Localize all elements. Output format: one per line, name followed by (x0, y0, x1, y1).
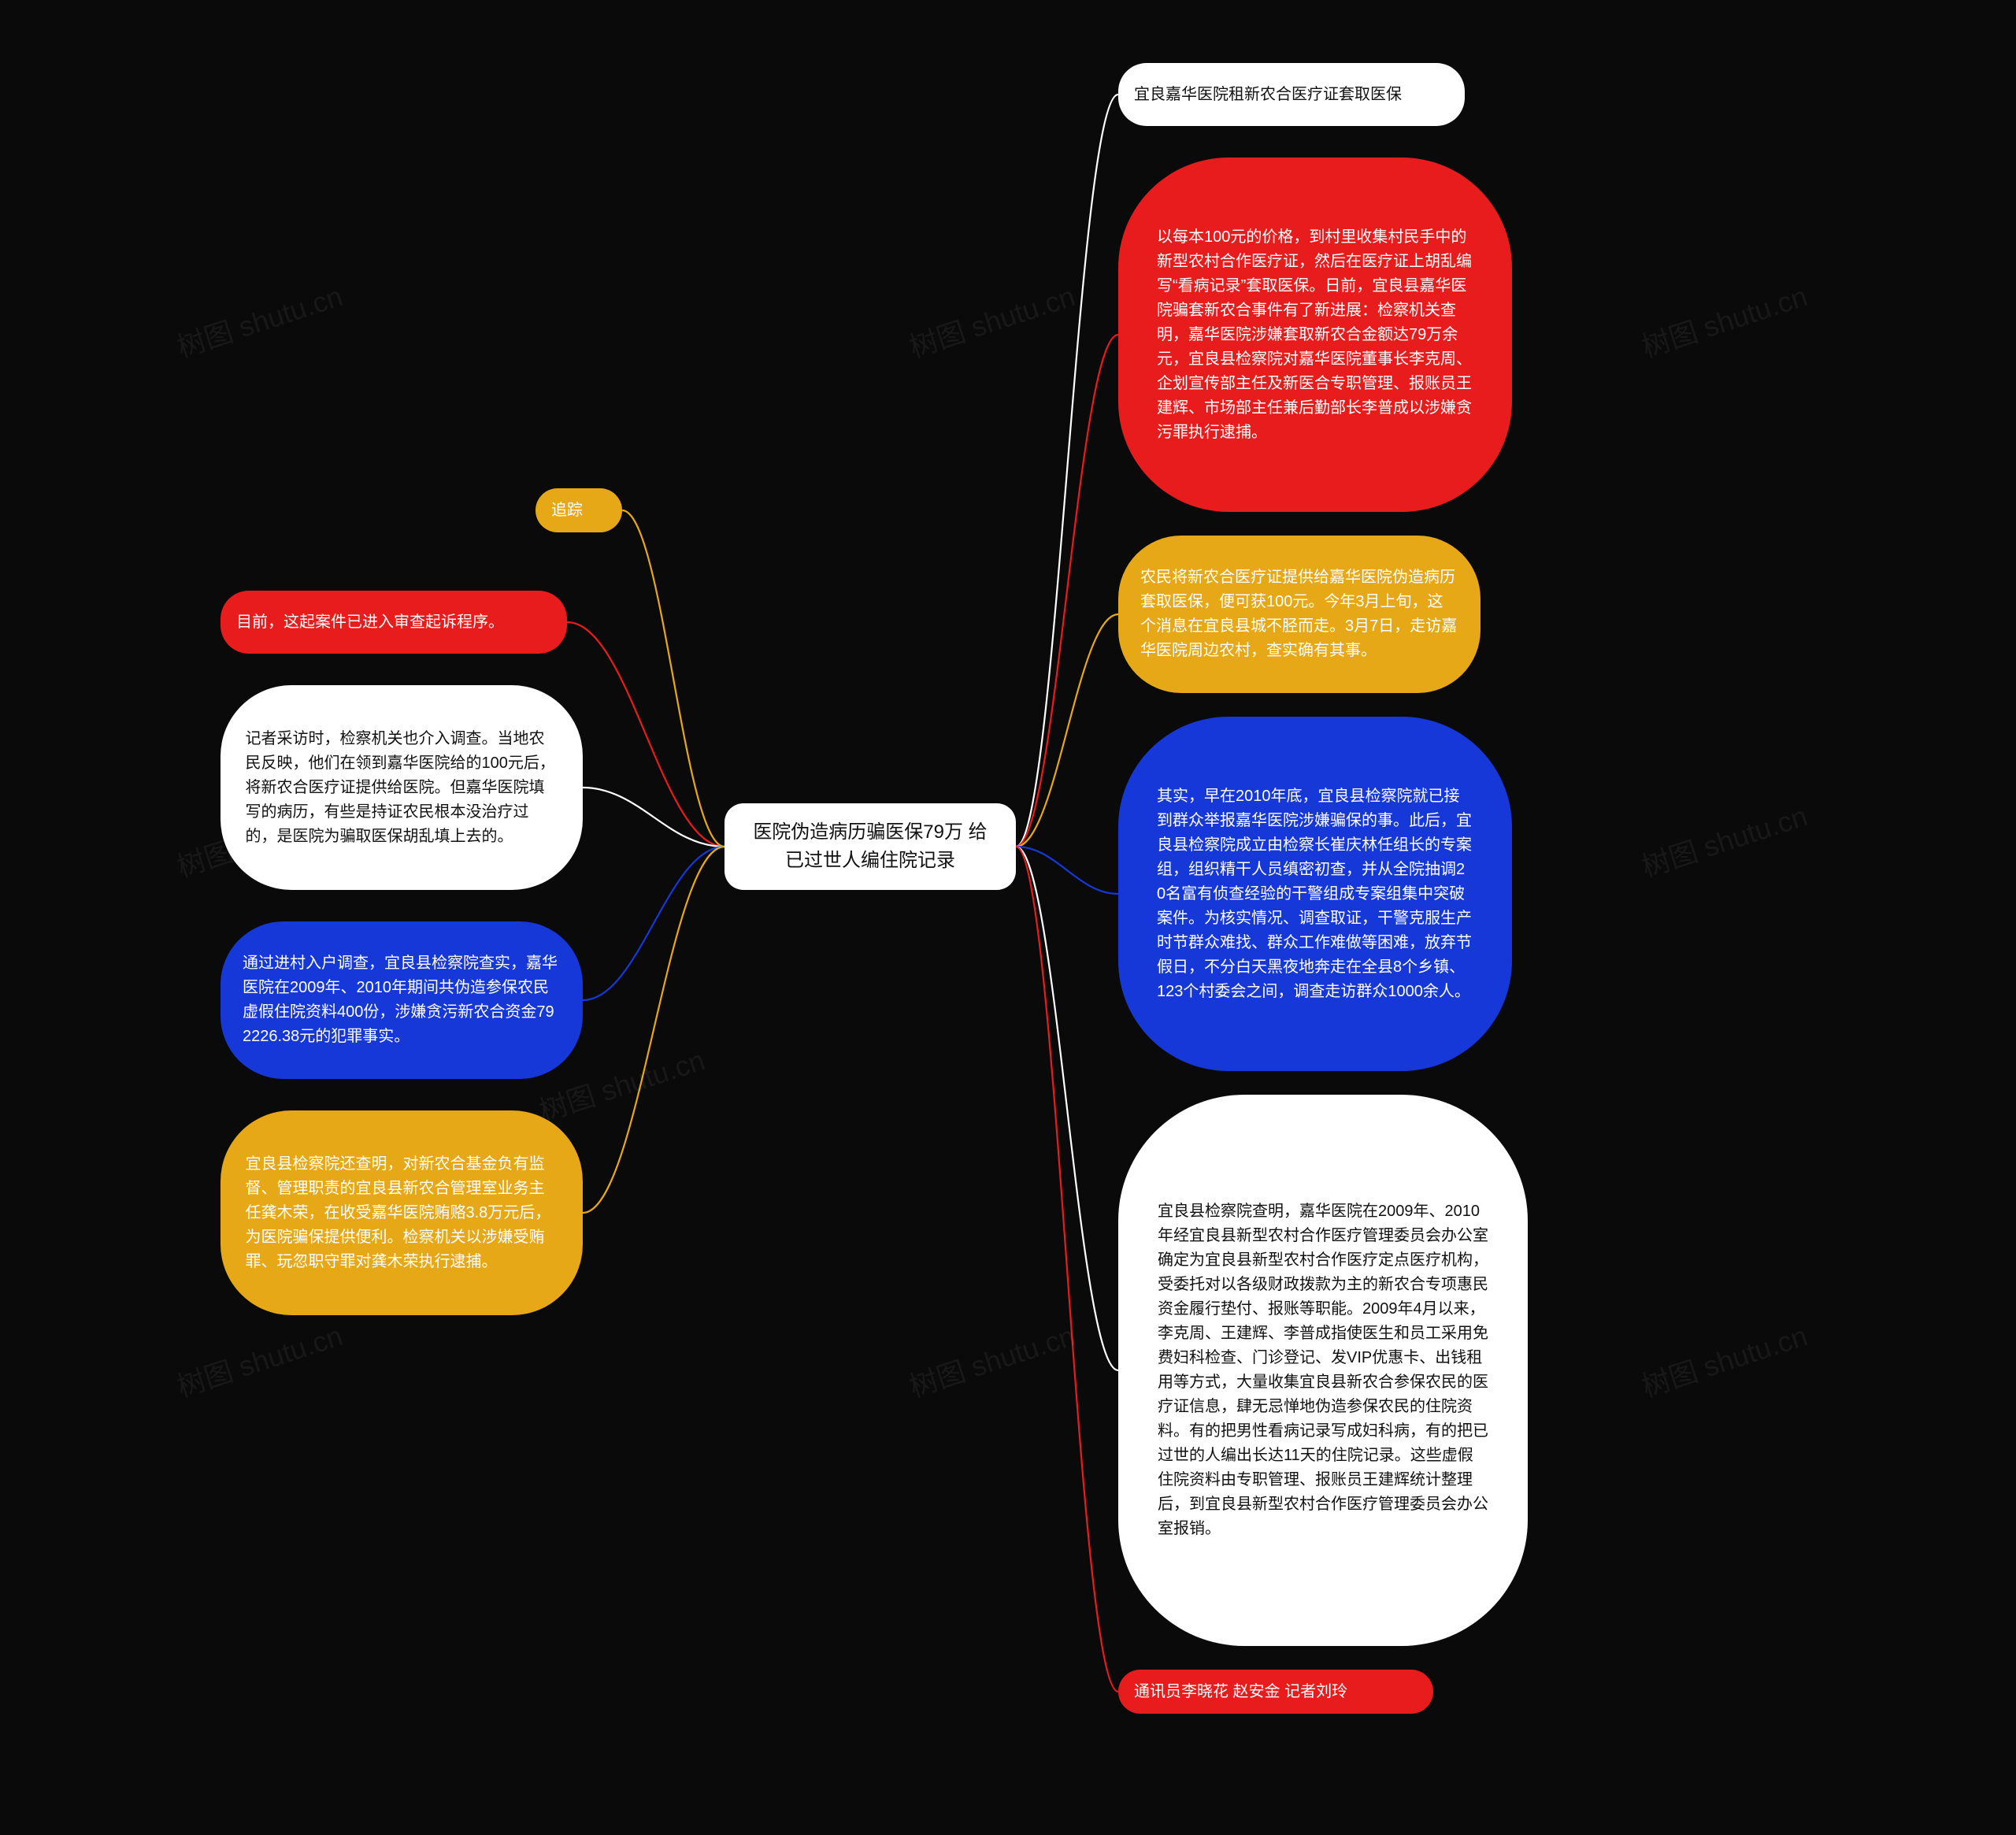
mindmap-link (567, 622, 724, 847)
mindmap-node-text: 其实，早在2010年底，宜良县检察院就已接到群众举报嘉华医院涉嫌骗保的事。此后，… (1157, 784, 1473, 1004)
mindmap-node-text: 宜良嘉华医院租新农合医疗证套取医保 (1134, 83, 1402, 107)
mindmap-node[interactable]: 宜良嘉华医院租新农合医疗证套取医保 (1118, 63, 1465, 126)
mindmap-node[interactable]: 宜良县检察院还查明，对新农合基金负有监督、管理职责的宜良县新农合管理室业务主任龚… (220, 1110, 583, 1315)
mindmap-node-text: 以每本100元的价格，到村里收集村民手中的新型农村合作医疗证，然后在医疗证上胡乱… (1157, 225, 1473, 445)
mindmap-node-text: 宜良县检察院还查明，对新农合基金负有监督、管理职责的宜良县新农合管理室业务主任龚… (246, 1152, 558, 1274)
mindmap-link (583, 847, 724, 1213)
mindmap-node-text: 通讯员李晓花 赵安金 记者刘玲 (1134, 1680, 1347, 1704)
mindmap-link (1016, 847, 1118, 1692)
mindmap-link (583, 847, 724, 1000)
mindmap-node[interactable]: 记者采访时，检察机关也介入调查。当地农民反映，他们在领到嘉华医院给的100元后，… (220, 685, 583, 890)
mindmap-node[interactable]: 通讯员李晓花 赵安金 记者刘玲 (1118, 1670, 1433, 1714)
mindmap-node[interactable]: 其实，早在2010年底，宜良县检察院就已接到群众举报嘉华医院涉嫌骗保的事。此后，… (1118, 717, 1512, 1071)
mindmap-node-text: 农民将新农合医疗证提供给嘉华医院伪造病历套取医保，便可获100元。今年3月上旬，… (1140, 565, 1458, 663)
mindmap-link (1016, 847, 1118, 1370)
mindmap-node[interactable]: 农民将新农合医疗证提供给嘉华医院伪造病历套取医保，便可获100元。今年3月上旬，… (1118, 536, 1480, 693)
mindmap-node-text: 宜良县检察院查明，嘉华医院在2009年、2010年经宜良县新型农村合作医疗管理委… (1158, 1199, 1488, 1541)
mindmap-node-text: 通过进村入户调查，宜良县检察院查实，嘉华医院在2009年、2010年期间共伪造参… (243, 951, 561, 1049)
center-node[interactable]: 医院伪造病历骗医保79万 给已过世人编住院记录 (724, 803, 1016, 890)
mindmap-node[interactable]: 目前，这起案件已进入审查起诉程序。 (220, 591, 567, 654)
mindmap-node-text: 记者采访时，检察机关也介入调查。当地农民反映，他们在领到嘉华医院给的100元后，… (246, 727, 558, 849)
mindmap-node[interactable]: 通过进村入户调查，宜良县检察院查实，嘉华医院在2009年、2010年期间共伪造参… (220, 921, 583, 1079)
mindmap-node[interactable]: 以每本100元的价格，到村里收集村民手中的新型农村合作医疗证，然后在医疗证上胡乱… (1118, 158, 1512, 512)
mindmap-node-text: 目前，这起案件已进入审查起诉程序。 (236, 610, 504, 635)
mindmap-node[interactable]: 宜良县检察院查明，嘉华医院在2009年、2010年经宜良县新型农村合作医疗管理委… (1118, 1095, 1528, 1646)
mindmap-link (1016, 335, 1118, 847)
mindmap-node[interactable]: 追踪 (536, 488, 622, 532)
mindmap-node-text: 追踪 (551, 499, 583, 523)
center-node-text: 医院伪造病历骗医保79万 给已过世人编住院记录 (745, 818, 995, 875)
